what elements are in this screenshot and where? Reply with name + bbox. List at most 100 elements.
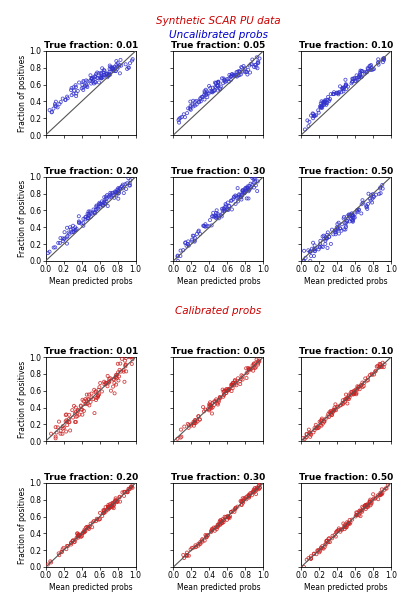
- Point: [339, 220, 345, 229]
- Point: [239, 191, 246, 200]
- Point: [247, 179, 254, 188]
- Point: [318, 544, 324, 553]
- Point: [234, 72, 240, 82]
- Point: [212, 397, 218, 407]
- Point: [215, 77, 222, 86]
- Point: [244, 182, 251, 191]
- Point: [234, 67, 241, 77]
- Point: [341, 524, 348, 534]
- Point: [233, 71, 239, 81]
- Point: [326, 96, 332, 106]
- X-axis label: Mean predicted probs: Mean predicted probs: [304, 277, 388, 286]
- Point: [238, 193, 244, 202]
- Point: [328, 406, 334, 416]
- Point: [101, 508, 107, 518]
- Point: [253, 490, 259, 499]
- Point: [122, 356, 128, 365]
- Point: [63, 415, 69, 425]
- Point: [350, 210, 356, 220]
- Point: [227, 512, 233, 521]
- Point: [255, 360, 261, 370]
- Point: [177, 113, 183, 122]
- Point: [98, 69, 104, 79]
- Point: [193, 418, 199, 428]
- Point: [225, 74, 232, 83]
- Point: [238, 192, 244, 202]
- Point: [87, 521, 93, 531]
- Point: [79, 529, 85, 538]
- Point: [193, 96, 200, 106]
- Point: [322, 236, 329, 245]
- Point: [331, 88, 337, 97]
- Point: [89, 73, 95, 83]
- Point: [217, 393, 224, 403]
- Point: [346, 394, 352, 404]
- Point: [199, 92, 206, 102]
- Point: [353, 76, 359, 86]
- Point: [79, 410, 85, 419]
- Point: [324, 536, 330, 545]
- Point: [257, 479, 263, 488]
- Point: [64, 541, 70, 551]
- Point: [229, 70, 235, 79]
- Point: [60, 236, 66, 246]
- Point: [362, 69, 368, 79]
- Point: [382, 484, 389, 493]
- Point: [125, 487, 131, 497]
- Point: [62, 95, 69, 104]
- Point: [232, 504, 239, 514]
- Point: [347, 519, 353, 529]
- Point: [95, 73, 101, 83]
- Point: [185, 423, 192, 433]
- Point: [94, 68, 100, 77]
- Point: [245, 65, 251, 74]
- Point: [199, 537, 206, 547]
- Point: [87, 397, 94, 407]
- Point: [224, 74, 230, 84]
- Point: [180, 245, 186, 255]
- Point: [245, 187, 252, 196]
- Point: [113, 56, 119, 66]
- Point: [342, 397, 348, 407]
- Point: [247, 364, 253, 374]
- Point: [197, 415, 203, 424]
- Point: [105, 377, 112, 387]
- Point: [340, 83, 347, 92]
- Point: [320, 97, 326, 107]
- Point: [372, 494, 378, 503]
- Point: [207, 400, 213, 410]
- Point: [251, 62, 257, 72]
- Point: [236, 190, 242, 199]
- Point: [191, 237, 198, 247]
- Point: [109, 502, 116, 511]
- Point: [346, 212, 352, 221]
- Point: [115, 58, 121, 68]
- Point: [220, 392, 226, 401]
- Point: [93, 393, 100, 403]
- Point: [368, 196, 374, 205]
- Point: [126, 181, 133, 190]
- Point: [89, 74, 95, 83]
- Point: [356, 205, 362, 215]
- Point: [228, 380, 235, 389]
- Point: [190, 231, 196, 241]
- Point: [83, 212, 89, 221]
- Point: [82, 215, 89, 224]
- Point: [60, 424, 66, 433]
- Point: [251, 183, 257, 193]
- Point: [95, 202, 102, 211]
- Point: [52, 99, 58, 109]
- Point: [330, 407, 336, 417]
- Point: [99, 197, 105, 206]
- Point: [49, 107, 55, 116]
- Point: [331, 403, 338, 412]
- Point: [59, 547, 65, 557]
- Point: [357, 507, 364, 517]
- Point: [204, 86, 210, 96]
- Point: [185, 236, 191, 246]
- Point: [335, 88, 342, 98]
- Point: [110, 65, 116, 74]
- Point: [63, 544, 69, 554]
- Point: [251, 359, 257, 369]
- Point: [110, 503, 117, 513]
